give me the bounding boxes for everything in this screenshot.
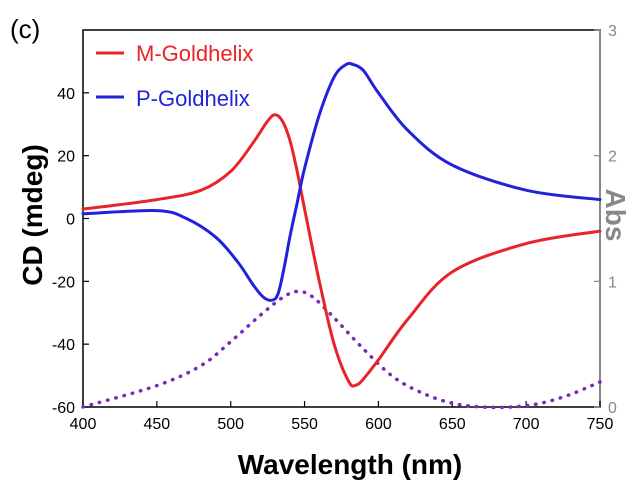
y-left-tick-label-0: 0 (66, 212, 75, 229)
y-left-tick-label--40: -40 (52, 337, 75, 354)
legend: M-Goldhelix P-Goldhelix (96, 41, 253, 111)
y-left-tick-label--60: -60 (52, 400, 75, 417)
panel-label: (c) (10, 14, 40, 44)
x-tick-label-750: 750 (587, 416, 614, 433)
x-tick-label-550: 550 (291, 416, 318, 433)
y-right-tick-label-0: 0 (608, 400, 617, 417)
y-left-tick-label-20: 20 (57, 149, 75, 166)
legend-label-p-goldhelix: P-Goldhelix (136, 86, 250, 111)
legend-label-m-goldhelix: M-Goldhelix (136, 41, 253, 66)
x-tick-label-450: 450 (144, 416, 171, 433)
y-right-tick-label-2: 2 (608, 149, 617, 166)
x-tick-label-650: 650 (439, 416, 466, 433)
x-axis-title: Wavelength (nm) (238, 449, 463, 480)
series-line-m-goldhelix (81, 113, 602, 388)
y-axis-right-title: Abs (600, 189, 631, 242)
x-tick-label-600: 600 (365, 416, 392, 433)
series-line-p-goldhelix (81, 61, 602, 302)
y-right-tick-label-3: 3 (608, 23, 617, 40)
plot-area: 400 450 500 550 600 650 700 750-60-40-200204001… (52, 23, 617, 433)
y-right-tick-label-1: 1 (608, 274, 617, 291)
series-line-absorbance (81, 289, 602, 410)
x-tick-label-400: 400 (70, 416, 97, 433)
x-tick-label-500: 500 (217, 416, 244, 433)
y-left-tick-label-40: 40 (57, 86, 75, 103)
y-axis-left-title: CD (mdeg) (17, 144, 48, 286)
y-left-tick-label--20: -20 (52, 274, 75, 291)
x-tick-label-700: 700 (513, 416, 540, 433)
